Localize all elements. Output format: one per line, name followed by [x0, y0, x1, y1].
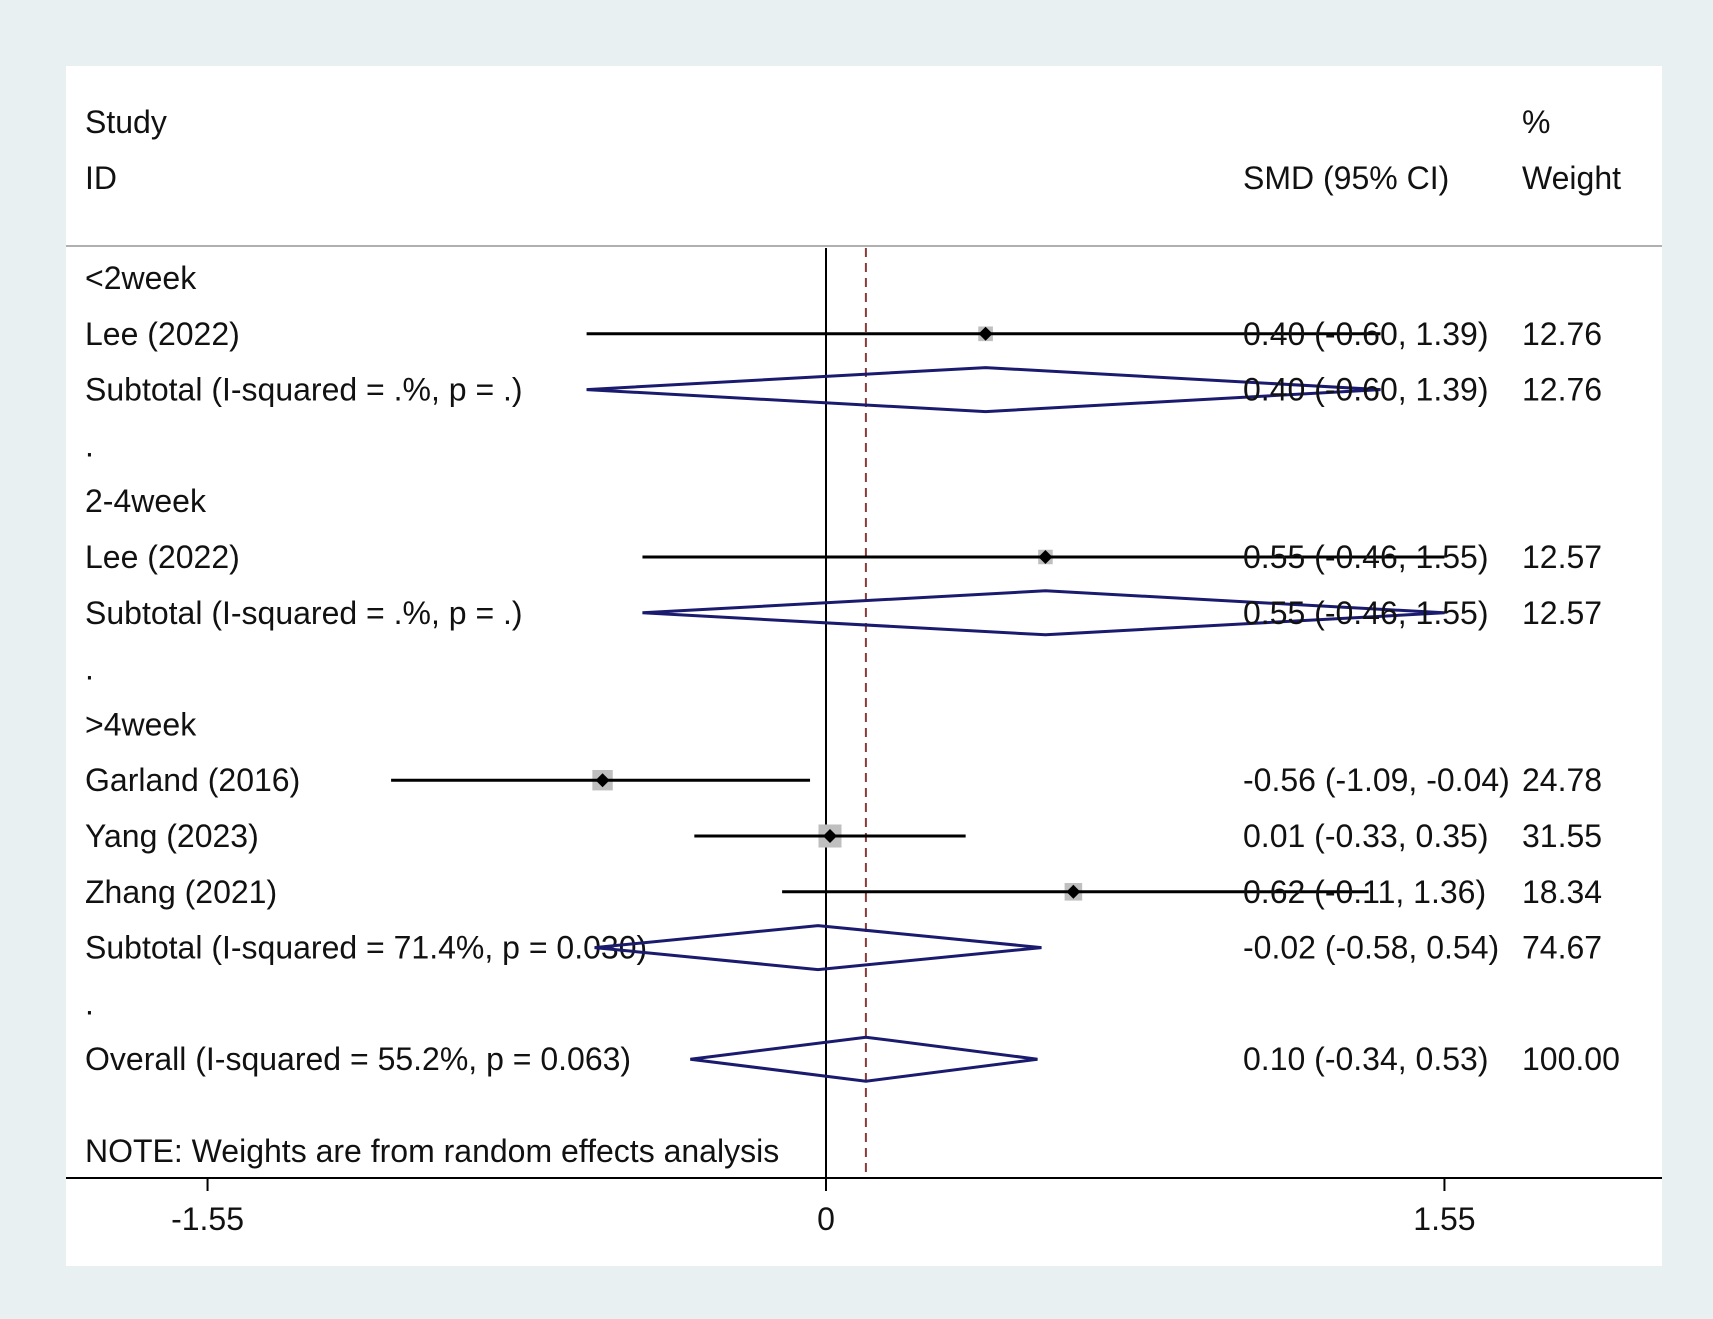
- weight-value: 12.76: [1522, 372, 1602, 408]
- header-estimate: SMD (95% CI): [1243, 160, 1449, 196]
- overall-diamond: [690, 1035, 1038, 1083]
- study-label: Zhang (2021): [85, 874, 277, 910]
- effect-ci: 0.55 (-0.46, 1.55): [1243, 539, 1488, 575]
- row-study: Yang (2023) 0.01 (-0.33, 0.35) 31.55: [85, 818, 1602, 854]
- header-id: ID: [85, 160, 117, 196]
- weight-value: 24.78: [1522, 762, 1602, 798]
- row-study: Garland (2016) -0.56 (-1.09, -0.04) 24.78: [85, 762, 1602, 798]
- effect-ci: 0.62 (-0.11, 1.36): [1243, 874, 1486, 910]
- point-estimate: [1038, 550, 1053, 564]
- x-tick-label: 1.55: [1413, 1201, 1475, 1237]
- subtotal-label: Subtotal (I-squared = .%, p = .): [85, 372, 523, 408]
- row-spacer: .: [85, 427, 94, 463]
- plot-area: [66, 66, 1662, 1266]
- x-tick-label: 0: [817, 1201, 835, 1237]
- group-label: 2-4week: [85, 483, 207, 519]
- study-label: Yang (2023): [85, 818, 259, 854]
- weight-value: 74.67: [1522, 930, 1602, 966]
- subtotal-label: Subtotal (I-squared = .%, p = .): [85, 595, 523, 631]
- row-group: 2-4week: [85, 483, 207, 519]
- row-study: Lee (2022) 0.40 (-0.60, 1.39) 12.76: [85, 316, 1602, 352]
- effect-ci: 0.55 (-0.46, 1.55): [1243, 595, 1488, 631]
- point-estimate: [978, 326, 993, 341]
- overall-label: Overall (I-squared = 55.2%, p = 0.063): [85, 1041, 631, 1077]
- row-overall: Overall (I-squared = 55.2%, p = 0.063) 0.…: [85, 1035, 1620, 1083]
- weight-value: 12.57: [1522, 539, 1602, 575]
- row-spacer: .: [85, 651, 94, 687]
- study-label: Lee (2022): [85, 539, 240, 575]
- weight-value: 12.76: [1522, 316, 1602, 352]
- x-axis: -1.55 0 1.55: [66, 1177, 1662, 1237]
- weight-value: 100.00: [1522, 1041, 1620, 1077]
- spacer-label: .: [85, 651, 94, 687]
- weight-value: 31.55: [1522, 818, 1602, 854]
- row-study: Lee (2022) 0.55 (-0.46, 1.55) 12.57: [85, 539, 1602, 575]
- effect-ci: -0.56 (-1.09, -0.04): [1243, 762, 1510, 798]
- point-estimate: [1066, 884, 1081, 899]
- subtotal-diamond: [594, 924, 1042, 972]
- row-group: <2week: [85, 260, 197, 296]
- row-subtotal: Subtotal (I-squared = .%, p = .) 0.55 (-0…: [85, 589, 1602, 637]
- effect-ci: 0.40 (-0.60, 1.39): [1243, 316, 1488, 352]
- header-percent: %: [1522, 104, 1550, 140]
- subtotal-diamond: [586, 366, 1381, 414]
- row-study: Zhang (2021) 0.62 (-0.11, 1.36) 18.34: [85, 874, 1602, 910]
- weight-value: 18.34: [1522, 874, 1602, 910]
- study-label: Garland (2016): [85, 762, 300, 798]
- header-weight: Weight: [1522, 160, 1621, 196]
- effect-ci: -0.02 (-0.58, 0.54): [1243, 930, 1499, 966]
- note-text: NOTE: Weights are from random effects an…: [85, 1133, 779, 1169]
- spacer-label: .: [85, 427, 94, 463]
- header-study: Study: [85, 104, 167, 140]
- effect-ci: 0.01 (-0.33, 0.35): [1243, 818, 1488, 854]
- row-subtotal: Subtotal (I-squared = 71.4%, p = 0.030) -…: [85, 924, 1602, 972]
- spacer-label: .: [85, 985, 94, 1021]
- x-tick-label: -1.55: [171, 1201, 244, 1237]
- row-group: >4week: [85, 706, 197, 742]
- study-label: Lee (2022): [85, 316, 240, 352]
- weight-value: 12.57: [1522, 595, 1602, 631]
- row-subtotal: Subtotal (I-squared = .%, p = .) 0.40 (-0…: [85, 366, 1602, 414]
- subtotal-label: Subtotal (I-squared = 71.4%, p = 0.030): [85, 930, 647, 966]
- group-label: >4week: [85, 706, 197, 742]
- point-estimate: [595, 773, 610, 788]
- row-spacer: .: [85, 985, 94, 1021]
- subtotal-diamond: [642, 589, 1445, 637]
- effect-ci: 0.10 (-0.34, 0.53): [1243, 1041, 1488, 1077]
- point-estimate: [822, 829, 837, 843]
- effect-ci: 0.40 (-0.60, 1.39): [1243, 372, 1488, 408]
- group-label: <2week: [85, 260, 197, 296]
- header: Study ID SMD (95% CI) % Weight: [85, 104, 1621, 196]
